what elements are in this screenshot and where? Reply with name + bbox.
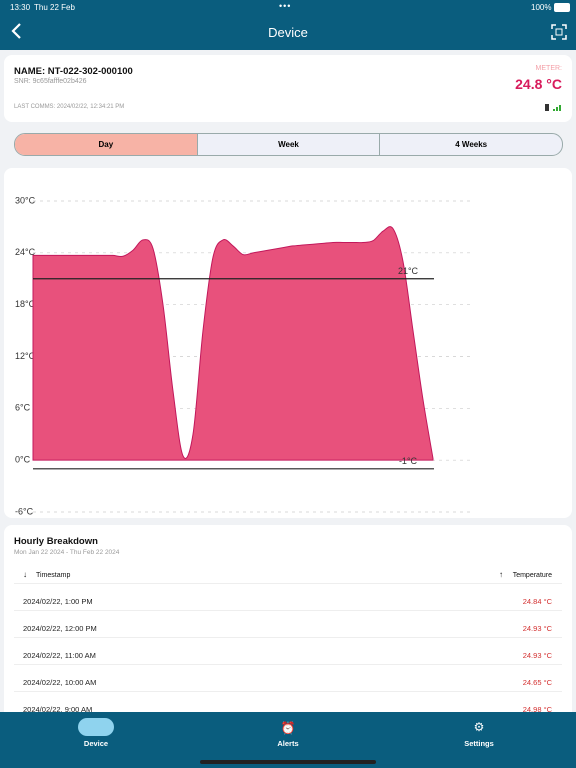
breakdown-subtitle: Mon Jan 22 2024 - Thu Feb 22 2024 [14,549,120,556]
meter-label: METER: [535,65,562,72]
row-divider [14,610,562,611]
dots: ••• [279,1,292,11]
status-icons [545,104,561,111]
y-tick-label: -6°C [15,506,34,516]
nav-pill [78,718,114,736]
timestamp: 2024/02/22, 12:00 PM [23,624,97,633]
tab[interactable]: Week [198,134,381,155]
device-card: NAME: NT-022-302-000100 SNR: 9c65fafffe0… [4,55,572,122]
breakdown-card: Hourly Breakdown Mon Jan 22 2024 - Thu F… [4,525,572,725]
column-header[interactable]: Timestamp [36,572,71,579]
alerts-icon: ⏰ [280,721,296,735]
settings-icon: ⚙ [473,720,485,734]
threshold-label: -1°C [399,456,418,466]
temperature: 24.84 °C [522,597,552,606]
last-comms: LAST COMMS: 2024/02/22, 12:34:21 PM [14,104,125,110]
tab[interactable]: 4 Weeks [455,140,488,149]
row-divider [14,583,562,584]
segmented-control: Day Week 4 Weeks [14,133,563,156]
row-divider [14,664,562,665]
y-tick-label: 18°C [15,299,36,309]
y-tick-label: 0°C [15,455,31,465]
chart: -6°C 0°C 6°C 12°C 18°C 24°C 30°C 21°C -1°C [15,195,470,516]
temperature: 24.93 °C [522,624,552,633]
meter-value: 24.8 °C [515,76,562,92]
nav-item[interactable]: Settings [464,739,494,748]
area [32,226,434,461]
back-button[interactable] [10,22,24,40]
chart-card: -6°C 0°C 6°C 12°C 18°C 24°C 30°C 21°C -1°C [4,168,572,518]
breakdown-title: Hourly Breakdown [14,536,98,547]
y-tick-label: 6°C [15,403,31,413]
battery-icon [554,3,570,12]
scan-button[interactable] [551,24,567,40]
timestamp: 2024/02/22, 1:00 PM [23,597,93,606]
nav-item[interactable]: Device [83,739,109,748]
y-tick-label: 30°C [15,195,36,205]
timestamp: 2024/02/22, 9:00 AM [23,705,93,714]
nav-item[interactable]: Alerts [277,739,299,748]
tab-bar: Device ⏰ Alerts ⚙ Settings [0,712,576,768]
threshold-label: 21°C [398,266,419,276]
timestamp: 2024/02/22, 11:00 AM [23,651,96,660]
temperature: 24.93 °C [522,651,552,660]
column-header[interactable]: Temperature [512,572,552,579]
row-divider [14,691,562,692]
temperature: 24.98 °C [522,705,552,714]
snr: SNR: 9c65fafffe02b426 [14,78,87,85]
y-tick-label: 12°C [15,351,36,361]
time: 13:30 [10,3,31,12]
tab[interactable]: Day [15,134,198,155]
row-divider [14,637,562,638]
header-title: Device [268,25,308,40]
temperature: 24.65 °C [522,678,552,687]
top-bar: 13:30 Thu 22 Feb ••• 100% Device [0,0,576,50]
sort-arrow[interactable]: ↓ [23,570,27,579]
device-name: NAME: NT-022-302-000100 [14,66,133,77]
battery-text: 100% [531,3,552,12]
sort-arrow[interactable]: ↑ [499,570,503,579]
home-indicator [200,760,376,764]
timestamp: 2024/02/22, 10:00 AM [23,678,97,687]
y-tick-label: 24°C [15,247,36,257]
date: Thu 22 Feb [34,3,75,12]
